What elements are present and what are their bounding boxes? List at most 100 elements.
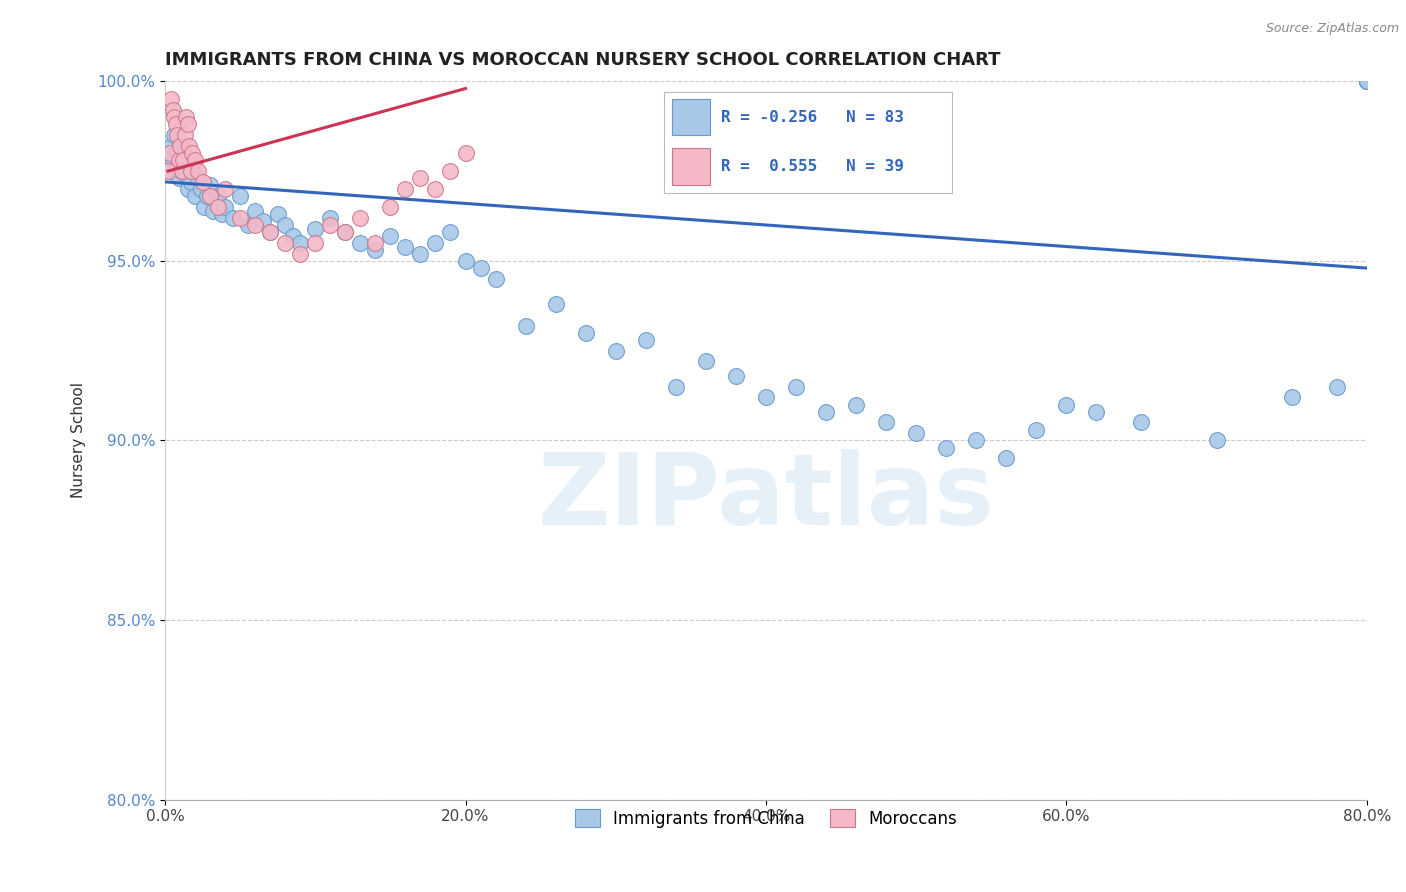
Point: [575, 326, 598, 340]
Point: [163, 110, 186, 124]
Point: [181, 164, 204, 178]
Point: [380, 228, 402, 243]
Point: [252, 214, 274, 228]
Point: [1054, 398, 1077, 412]
Point: [1205, 434, 1227, 448]
Point: [180, 175, 202, 189]
Point: [1355, 74, 1378, 88]
Point: [1355, 74, 1378, 88]
Point: [335, 225, 357, 239]
Point: [157, 164, 180, 178]
Text: IMMIGRANTS FROM CHINA VS MOROCCAN NURSERY SCHOOL CORRELATION CHART: IMMIGRANTS FROM CHINA VS MOROCCAN NURSER…: [165, 51, 1001, 69]
Point: [167, 153, 190, 168]
Point: [179, 139, 201, 153]
Point: [304, 221, 326, 235]
Point: [665, 379, 688, 393]
Point: [1355, 74, 1378, 88]
Point: [815, 405, 838, 419]
Point: [162, 153, 184, 168]
Point: [187, 171, 209, 186]
Point: [170, 164, 193, 178]
Point: [454, 253, 477, 268]
Point: [165, 118, 187, 132]
Point: [207, 189, 229, 203]
Point: [364, 235, 387, 250]
Point: [160, 92, 183, 106]
Point: [214, 200, 236, 214]
Point: [191, 175, 214, 189]
Point: [1355, 74, 1378, 88]
Point: [470, 261, 492, 276]
Point: [349, 211, 371, 225]
Point: [181, 146, 204, 161]
Point: [1355, 74, 1378, 88]
Point: [174, 110, 197, 124]
Point: [995, 451, 1018, 466]
Point: [1355, 74, 1378, 88]
Point: [198, 178, 221, 193]
Point: [425, 235, 447, 250]
Point: [160, 139, 183, 153]
Point: [163, 128, 186, 143]
Point: [319, 218, 342, 232]
Point: [169, 139, 191, 153]
Point: [605, 343, 627, 358]
Point: [319, 211, 342, 225]
Point: [172, 153, 194, 168]
Point: [165, 161, 187, 175]
Point: [174, 168, 197, 182]
Point: [173, 143, 195, 157]
Point: [454, 146, 477, 161]
Point: [245, 218, 267, 232]
Point: [267, 207, 290, 221]
Point: [1085, 405, 1108, 419]
Point: [170, 164, 193, 178]
Point: [187, 164, 209, 178]
Point: [281, 228, 304, 243]
Point: [695, 354, 717, 368]
Point: [439, 225, 461, 239]
Point: [335, 225, 357, 239]
Point: [1326, 379, 1348, 393]
Point: [439, 164, 461, 178]
Point: [221, 211, 243, 225]
Point: [1355, 74, 1378, 88]
Point: [166, 146, 188, 161]
Point: [169, 153, 191, 168]
Text: ZIPatlas: ZIPatlas: [537, 450, 994, 547]
Point: [544, 297, 567, 311]
Point: [198, 189, 221, 203]
Point: [167, 171, 190, 186]
Point: [364, 243, 387, 257]
Point: [290, 246, 312, 260]
Point: [229, 189, 252, 203]
Point: [965, 434, 987, 448]
Point: [179, 157, 201, 171]
Point: [190, 182, 212, 196]
Point: [162, 103, 184, 117]
Point: [176, 118, 198, 132]
Legend: Immigrants from China, Moroccans: Immigrants from China, Moroccans: [568, 803, 963, 834]
Point: [274, 218, 297, 232]
Point: [304, 235, 326, 250]
Point: [202, 203, 225, 218]
Point: [484, 272, 506, 286]
Point: [173, 128, 195, 143]
Point: [1130, 416, 1153, 430]
Point: [394, 182, 416, 196]
Point: [166, 128, 188, 143]
Point: [755, 390, 778, 404]
Point: [425, 182, 447, 196]
Point: [724, 368, 747, 383]
Point: [245, 203, 267, 218]
Point: [259, 225, 281, 239]
Point: [169, 139, 191, 153]
Point: [905, 426, 928, 441]
Point: [184, 189, 207, 203]
Point: [1025, 423, 1047, 437]
Point: [935, 441, 957, 455]
Point: [394, 239, 416, 253]
Point: [290, 235, 312, 250]
Y-axis label: Nursery School: Nursery School: [72, 383, 86, 499]
Point: [1355, 74, 1378, 88]
